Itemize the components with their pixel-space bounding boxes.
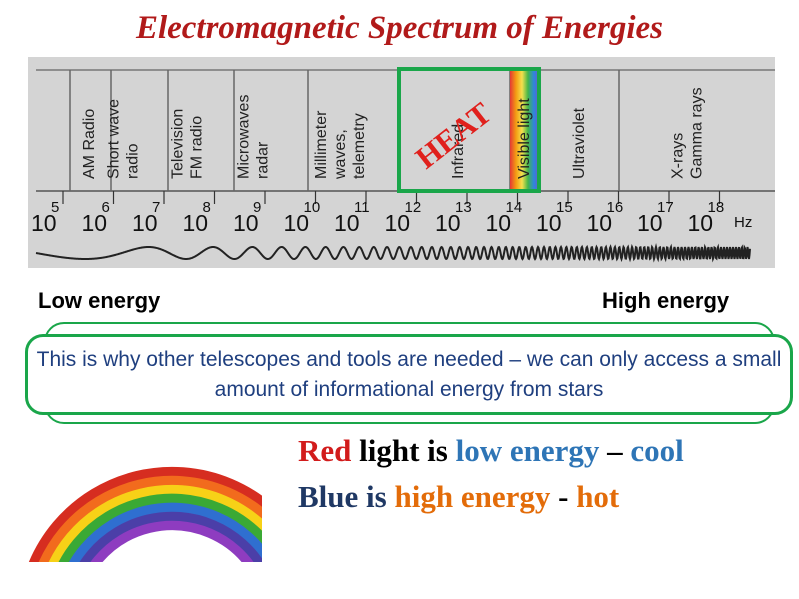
dash-text-2: - (558, 479, 569, 514)
rainbow-band (48, 484, 262, 562)
frequency-base: 10 (435, 210, 461, 236)
rainbow-band (38, 475, 262, 562)
frequency-base: 10 (637, 210, 663, 236)
frequency-exponent: 8 (203, 199, 211, 216)
dash-text: – (607, 433, 623, 468)
is-text: is (366, 479, 387, 514)
wave-line (35, 243, 751, 263)
rainbow-band (90, 520, 254, 562)
rainbow-band (79, 511, 262, 562)
frequency-exponent: 5 (51, 199, 59, 216)
callout-text: This is why other telescopes and tools a… (36, 347, 782, 401)
blue-light-statement: Blue is high energy - hot (298, 479, 619, 515)
frequency-base: 10 (385, 210, 411, 236)
frequency-exponent: 13 (455, 199, 472, 216)
band-label: telemetry (351, 113, 368, 179)
frequency-exponent: 17 (657, 199, 674, 216)
frequency-exponent: 16 (607, 199, 624, 216)
band-label: FM radio (189, 116, 206, 179)
band-label: radio (125, 143, 142, 179)
band-label: radar (255, 141, 272, 179)
band-label: Microwaves (236, 95, 253, 179)
page-title: Electromagnetic Spectrum of Energies (135, 10, 664, 46)
high-energy-text: high energy (394, 479, 551, 514)
cool-word: cool (630, 433, 684, 468)
red-word: Red (298, 433, 352, 468)
visible-light-band (510, 71, 540, 191)
frequency-base: 10 (233, 210, 259, 236)
frequency-base: 10 (284, 210, 310, 236)
frequency-exponent: 10 (304, 199, 321, 216)
frequency-exponent: 9 (253, 199, 261, 216)
frequency-exponent: 12 (405, 199, 422, 216)
frequency-base: 10 (486, 210, 512, 236)
band-label: Gamma rays (689, 87, 706, 179)
frequency-base: 10 (31, 210, 57, 236)
frequency-labels: 1051061071081091010101110121013101410151… (31, 199, 724, 236)
band-label: Ultraviolet (571, 107, 588, 179)
frequency-exponent: 7 (152, 199, 160, 216)
band-labels: AM Radio Short wave radio Television FM radi… (81, 87, 706, 180)
high-energy-label: High energy (602, 288, 730, 313)
rainbow-band (58, 493, 262, 562)
spectrum-panel (28, 57, 775, 268)
hz-unit-label: Hz (734, 214, 752, 231)
light-is-text: light is (359, 433, 448, 468)
band-label: Infrared (450, 124, 467, 179)
band-label: Millimeter (313, 110, 330, 179)
frequency-base: 10 (82, 210, 108, 236)
band-label: Short wave (106, 99, 123, 179)
frequency-base: 10 (536, 210, 562, 236)
frequency-exponent: 6 (102, 199, 110, 216)
rainbow-image (28, 466, 262, 562)
low-energy-text: low energy (455, 433, 600, 468)
frequency-base: 10 (334, 210, 360, 236)
spectrum-chart: AM Radio Short wave radio Television FM radi… (28, 57, 775, 268)
frequency-base: 10 (132, 210, 158, 236)
blue-word: Blue (298, 479, 359, 514)
band-label: Visible light (516, 98, 533, 179)
red-light-statement: Red light is low energy – cool (298, 433, 684, 469)
frequency-base: 10 (688, 210, 714, 236)
rainbow-band (68, 502, 262, 562)
frequency-base: 10 (587, 210, 613, 236)
frequency-exponent: 11 (354, 199, 370, 216)
rainbow-band (28, 466, 262, 562)
band-label: waves, (332, 129, 349, 180)
low-energy-label: Low energy (38, 288, 161, 313)
frequency-exponent: 14 (506, 199, 523, 216)
heat-highlight-box (397, 67, 541, 193)
frequency-exponent: 15 (556, 199, 573, 216)
frequency-base: 10 (183, 210, 209, 236)
hot-word: hot (576, 479, 620, 514)
band-label: AM Radio (81, 109, 98, 179)
band-label: X-rays (670, 133, 687, 179)
frequency-ticks (62, 191, 721, 204)
frequency-exponent: 18 (708, 199, 725, 216)
callout-box: This is why other telescopes and tools a… (25, 334, 793, 415)
band-label: Television (170, 109, 187, 179)
